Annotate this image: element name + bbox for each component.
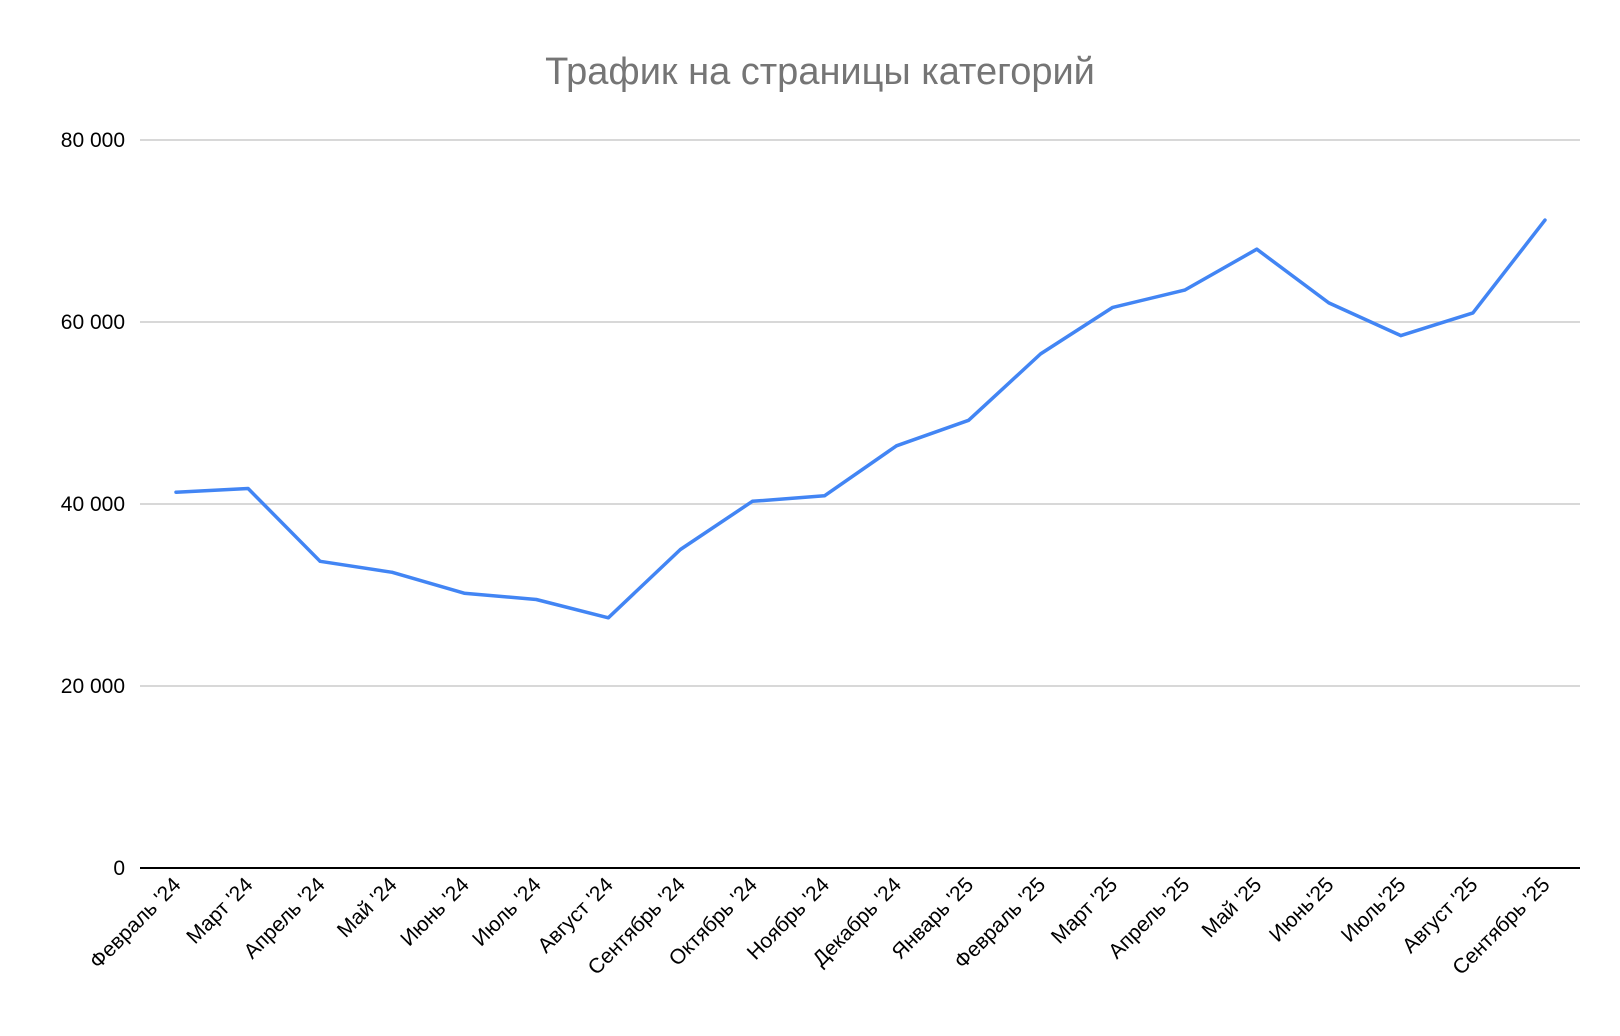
data-point	[390, 570, 394, 574]
data-point	[750, 499, 754, 503]
x-tick-label: Май '25	[1197, 873, 1266, 942]
y-tick-label: 80 000	[61, 129, 125, 152]
data-point	[1039, 352, 1043, 356]
y-tick-label: 60 000	[61, 311, 125, 334]
x-tick-label: Март '25	[1047, 873, 1122, 948]
data-point	[318, 559, 322, 563]
data-point	[678, 548, 682, 551]
data-point	[1399, 334, 1403, 338]
x-tick-label: Июль'25	[1337, 873, 1411, 947]
x-tick-label: Февраль '24	[85, 873, 185, 973]
series-line	[174, 218, 1547, 620]
data-point	[1543, 218, 1547, 222]
y-axis-ticks: 0 20 000 40 000 60 000 80 000	[61, 129, 125, 880]
data-point	[462, 591, 466, 595]
y-tick-label: 20 000	[61, 675, 125, 698]
x-tick-label: Март '24	[182, 873, 257, 948]
chart-title: Трафик на страницы категорий	[545, 51, 1095, 93]
data-point	[1471, 311, 1475, 315]
data-point	[1111, 305, 1115, 309]
x-tick-label: Июнь'25	[1265, 873, 1338, 946]
y-tick-label: 0	[113, 857, 125, 880]
data-point	[246, 487, 250, 491]
x-tick-label: Июнь '24	[396, 873, 474, 951]
x-tick-label: Май '24	[333, 873, 402, 942]
data-point	[967, 418, 971, 422]
gridlines	[140, 139, 1580, 869]
data-point	[1255, 247, 1259, 251]
series-layer	[174, 218, 1547, 620]
data-point	[1327, 301, 1331, 305]
data-point	[534, 598, 538, 602]
y-tick-label: 40 000	[61, 493, 125, 516]
data-point	[174, 490, 178, 494]
data-point	[895, 444, 899, 448]
data-point	[822, 494, 826, 498]
data-point	[606, 616, 610, 620]
data-point	[1183, 288, 1187, 292]
